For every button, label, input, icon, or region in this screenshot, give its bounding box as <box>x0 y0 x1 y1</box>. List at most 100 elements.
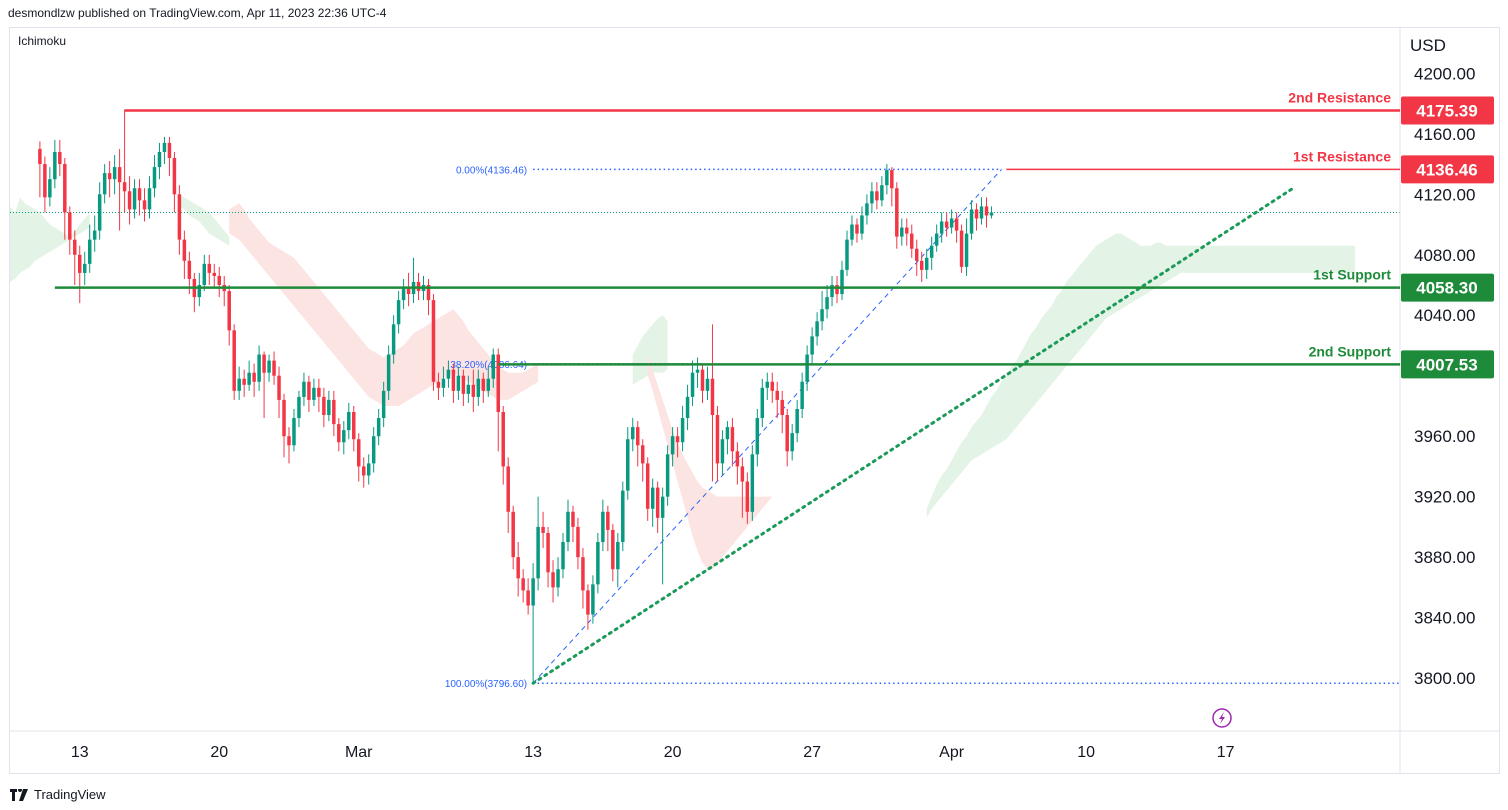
candle-body <box>292 418 296 446</box>
candle-body <box>785 415 789 452</box>
candle <box>506 457 510 533</box>
level-price-value: 4007.53 <box>1416 355 1477 374</box>
candle <box>830 275 834 307</box>
candle-body <box>471 384 476 397</box>
candle <box>471 369 476 413</box>
candle <box>252 363 256 397</box>
candle-body <box>317 387 321 397</box>
candle <box>152 154 157 198</box>
candle <box>939 212 944 243</box>
candle-body <box>730 427 735 452</box>
candle <box>217 266 221 298</box>
plot-area: 0.00%(4136.46) 38.20%(4086.64) 100.00%(379… <box>10 109 1400 690</box>
candle-body <box>959 230 964 267</box>
candle-body <box>880 185 884 201</box>
candle <box>835 275 839 304</box>
candle-body <box>860 215 864 234</box>
candle-body <box>376 418 381 437</box>
candle-body <box>481 378 486 391</box>
price-axis-tick: 4200.00 <box>1414 64 1475 83</box>
candle <box>501 405 505 485</box>
candle <box>282 393 286 458</box>
candle-body <box>217 275 221 286</box>
candle-body <box>850 224 854 240</box>
price-axis-tick: 3960.00 <box>1414 427 1475 446</box>
candle <box>730 418 735 467</box>
time-axis-tick: 27 <box>803 744 821 761</box>
candle-body <box>386 354 391 391</box>
price-axis-tick: 4080.00 <box>1414 246 1475 265</box>
candle-body <box>561 542 565 570</box>
time-axis-tick: 20 <box>210 744 228 761</box>
candle <box>87 224 92 273</box>
candle <box>212 263 217 289</box>
currency-label[interactable]: USD <box>1410 36 1446 55</box>
candle-body <box>770 381 775 391</box>
candle <box>232 324 236 400</box>
candle-body <box>332 399 336 425</box>
candle <box>292 408 296 452</box>
candle <box>302 372 306 406</box>
candle-body <box>546 532 550 573</box>
ichimoku-cloud-bull <box>632 315 668 385</box>
candle-body <box>910 233 914 249</box>
candle-body <box>700 369 705 391</box>
candle-body <box>172 158 177 195</box>
candle-body <box>396 300 401 325</box>
events-flash-icon[interactable] <box>1212 708 1232 728</box>
candle <box>337 418 341 452</box>
candle-body <box>725 427 730 440</box>
candle <box>621 481 625 552</box>
candle <box>48 167 52 207</box>
candle <box>650 478 655 527</box>
candle-body <box>815 321 819 337</box>
candle-body <box>267 360 271 373</box>
candle-body <box>297 396 301 419</box>
candle-body <box>765 381 770 388</box>
candle <box>900 218 904 246</box>
candle-body <box>596 542 600 585</box>
level-price-tag <box>1401 155 1494 184</box>
candle-body <box>944 221 949 228</box>
candle-body <box>775 390 779 400</box>
candle-body <box>137 188 142 201</box>
candle <box>974 203 979 231</box>
candle-body <box>551 572 555 588</box>
candle <box>117 148 122 231</box>
ichimoku-cloud-bull <box>10 197 90 282</box>
candle <box>665 445 670 506</box>
candle <box>750 445 755 521</box>
price-axis-tick: 3800.00 <box>1414 669 1475 688</box>
candle-body <box>695 369 700 373</box>
candle <box>78 245 82 304</box>
candle <box>924 248 929 279</box>
candle <box>850 215 854 246</box>
time-axis-tick: Mar <box>345 744 373 761</box>
candle-body <box>556 569 560 588</box>
candle <box>257 345 261 391</box>
candle <box>586 584 590 630</box>
candle-body <box>102 173 107 195</box>
candle-body <box>934 233 939 246</box>
candle <box>640 439 645 482</box>
price-axis-tick: 3840.00 <box>1414 609 1475 628</box>
candle <box>147 176 152 219</box>
candle-body <box>87 239 92 264</box>
candle <box>765 372 770 400</box>
candle <box>227 285 231 346</box>
candle <box>800 372 804 419</box>
candle <box>197 272 202 307</box>
candle <box>596 532 600 594</box>
candle <box>297 390 301 428</box>
candle <box>740 457 745 518</box>
candle-body <box>257 354 261 382</box>
candle-body <box>835 285 839 295</box>
candle <box>247 360 251 391</box>
candle-body <box>82 263 87 273</box>
candle <box>242 369 246 397</box>
chart-frame <box>9 27 1500 774</box>
footer-brand[interactable]: TradingView <box>10 787 106 802</box>
candle <box>805 345 809 391</box>
indicator-legend[interactable]: Ichimoku <box>18 34 67 48</box>
